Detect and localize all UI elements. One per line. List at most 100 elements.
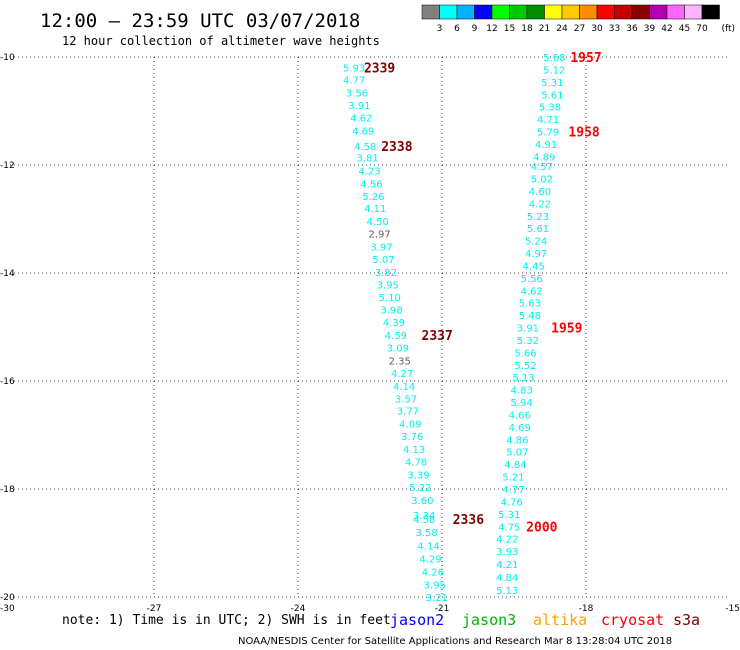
- y-tick-label: -16: [0, 377, 15, 387]
- legend-label: 18: [521, 24, 533, 34]
- swh-value: 4.62: [521, 286, 543, 297]
- swh-value: 4.58: [354, 142, 376, 153]
- swh-value: 3.58: [416, 528, 438, 539]
- swh-value: 5.38: [539, 103, 561, 114]
- color-legend: 3 6 9 12 15 18 21 24 27 30 33 36 39 42 45 70 (ft): [421, 4, 736, 34]
- swh-value: 4.58: [413, 515, 435, 526]
- footer-credit: NOAA/NESDIS Center for Satellite Applica…: [238, 636, 672, 647]
- swh-value: 4.84: [496, 573, 518, 584]
- swh-value: 5.13: [496, 586, 518, 597]
- pass-labels: 2339 2338 2337 2336 1957 1958 1959 2000: [364, 51, 602, 535]
- swh-value: 4.78: [405, 457, 427, 468]
- legend-swatch: [684, 4, 703, 20]
- swh-value: 3.81: [356, 153, 378, 164]
- legend-label: 42: [661, 24, 672, 34]
- legend-label: 21: [539, 24, 550, 34]
- swh-value: 5.13: [512, 373, 534, 384]
- legend-swatch: [474, 4, 493, 20]
- legend-swatch: [421, 4, 440, 20]
- x-tick-label: -15: [725, 604, 740, 614]
- pass-number: 2000: [526, 520, 557, 535]
- swh-value: 4.23: [358, 166, 380, 177]
- swh-value: 5.12: [543, 65, 565, 76]
- swh-value: 3.95: [377, 280, 399, 291]
- swh-value: 4.29: [419, 555, 441, 566]
- swh-value: 4.11: [364, 204, 386, 215]
- swh-value: 4.77: [502, 485, 524, 496]
- grid-lines: [10, 56, 730, 598]
- satellite-jason2: jason2: [390, 611, 444, 629]
- pass-number: 1959: [551, 322, 582, 337]
- pass-number: 2338: [381, 140, 412, 155]
- swh-value: 3.77: [397, 407, 419, 418]
- swh-value: 5.24: [525, 237, 547, 248]
- swh-value: 4.86: [506, 435, 528, 446]
- swh-value: 3.91: [348, 101, 370, 112]
- legend-unit: (ft): [722, 24, 736, 34]
- y-tick-label: -12: [0, 161, 15, 171]
- swh-value: 5.66: [514, 348, 536, 359]
- y-tick-label: -20: [0, 593, 15, 603]
- legend-swatch: [631, 4, 650, 20]
- swh-value: 5.22: [409, 483, 431, 494]
- swh-value: 4.26: [422, 568, 444, 579]
- legend-label: 9: [472, 24, 478, 34]
- legend-swatch: [561, 4, 580, 20]
- chart-title: 12:00 — 23:59 UTC 03/07/2018: [40, 10, 360, 32]
- swh-value: 3.91: [517, 324, 539, 335]
- x-tick-label: -24: [291, 604, 306, 614]
- swh-value: 4.83: [511, 386, 533, 397]
- swh-value: 4.69: [509, 423, 531, 434]
- swh-value: 5.48: [519, 311, 541, 322]
- swh-value: 2.35: [389, 356, 411, 367]
- y-tick-label: -14: [0, 269, 15, 279]
- pass-number: 1957: [570, 51, 601, 66]
- legend-label: 33: [609, 24, 620, 34]
- swh-value: 5.68: [543, 53, 565, 64]
- swh-value: 4.14: [417, 542, 439, 553]
- swh-value: 5.07: [372, 255, 394, 266]
- swh-value: 4.97: [525, 249, 547, 260]
- swh-value: 2.97: [368, 230, 390, 241]
- swh-value: 4.71: [537, 115, 559, 126]
- swh-value: 4.91: [535, 140, 557, 151]
- legend-swatch: [456, 4, 475, 20]
- satellite-altika: altika: [533, 611, 587, 629]
- legend-swatch: [579, 4, 598, 20]
- swh-value: 5.61: [541, 90, 563, 101]
- swh-value: 4.14: [393, 382, 415, 393]
- swh-value: 3.56: [346, 89, 368, 100]
- swh-value: 3.39: [407, 470, 429, 481]
- swh-value: 5.26: [362, 192, 384, 203]
- legend-label: 3: [437, 24, 443, 34]
- legend-label: 15: [504, 24, 515, 34]
- swh-value: 5.32: [517, 336, 539, 347]
- swh-value: 5.79: [537, 128, 559, 139]
- axis-ticks: -30 -27 -24 -21 -18 -15 -10 -12 -14 -16 -18 -20: [0, 53, 740, 614]
- y-tick-label: -18: [0, 485, 15, 495]
- swh-value: 5.31: [541, 78, 563, 89]
- legend-label: 39: [644, 24, 656, 34]
- pass-number: 2336: [453, 513, 484, 528]
- legend-label: 70: [696, 24, 708, 34]
- swh-value: 4.66: [509, 410, 531, 421]
- swh-value: 4.60: [529, 187, 551, 198]
- swh-value: 4.89: [533, 152, 555, 163]
- swh-value: 5.10: [379, 293, 401, 304]
- legend-label: 6: [454, 24, 460, 34]
- swh-value: 5.21: [502, 473, 524, 484]
- swh-value: 4.39: [383, 318, 405, 329]
- swh-value: 3.98: [380, 306, 402, 317]
- swh-value: 3.09: [387, 344, 409, 355]
- legend-swatch: [509, 4, 528, 20]
- legend-swatch: [649, 4, 668, 20]
- swh-value: 5.52: [514, 361, 536, 372]
- swh-value: 3.60: [411, 496, 433, 507]
- swh-value: 4.21: [496, 560, 518, 571]
- swh-value: 3.82: [375, 268, 397, 279]
- swh-value: 5.61: [527, 224, 549, 235]
- legend-swatch: [596, 4, 615, 20]
- swh-value: 3.97: [370, 243, 392, 254]
- swh-value: 3.57: [395, 394, 417, 405]
- legend-swatch: [666, 4, 685, 20]
